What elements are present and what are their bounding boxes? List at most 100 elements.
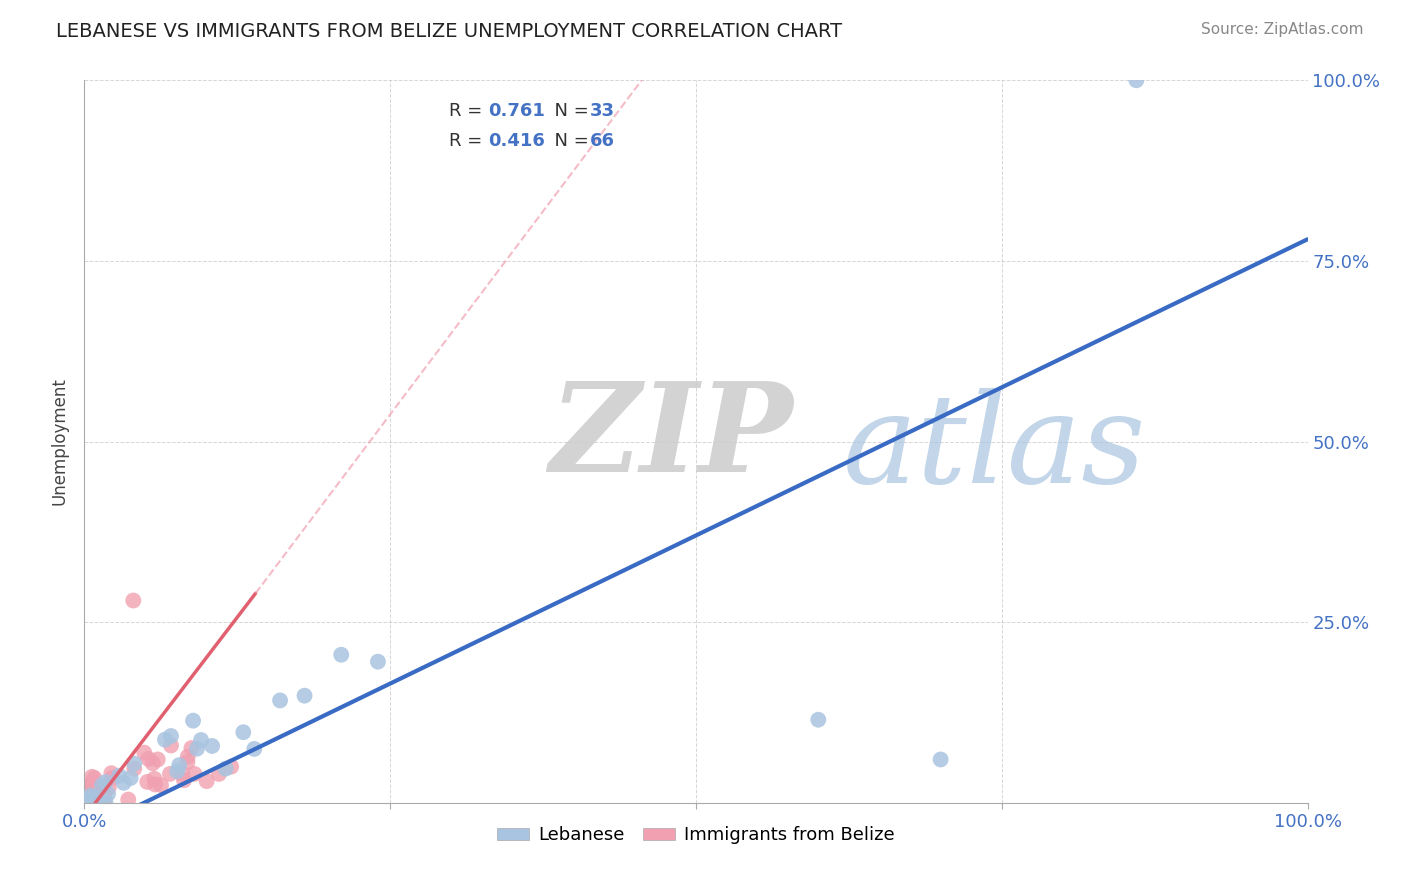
Immigrants from Belize [76, 796, 98, 810]
Immigrants from Belize [87, 788, 110, 802]
Lebanese [929, 752, 952, 766]
Immigrants from Belize [91, 780, 114, 795]
Immigrants from Belize [76, 796, 98, 810]
Text: N =: N = [543, 132, 595, 150]
Lebanese [76, 793, 98, 807]
Immigrants from Belize [183, 767, 205, 781]
Immigrants from Belize [122, 593, 145, 607]
Lebanese [153, 732, 176, 747]
Immigrants from Belize [143, 777, 166, 791]
Legend: Lebanese, Immigrants from Belize: Lebanese, Immigrants from Belize [489, 819, 903, 852]
Lebanese [181, 714, 204, 728]
Lebanese [112, 776, 135, 790]
Lebanese [79, 789, 101, 803]
Text: atlas: atlas [842, 388, 1146, 509]
Lebanese [243, 742, 266, 756]
Immigrants from Belize [73, 781, 96, 796]
Lebanese [294, 689, 316, 703]
Immigrants from Belize [122, 762, 145, 776]
Immigrants from Belize [80, 794, 103, 808]
Lebanese [269, 693, 291, 707]
Text: R =: R = [449, 132, 488, 150]
Lebanese [87, 796, 110, 810]
Immigrants from Belize [94, 792, 117, 806]
Lebanese [160, 729, 183, 743]
Immigrants from Belize [180, 741, 202, 756]
Immigrants from Belize [73, 794, 96, 808]
Immigrants from Belize [75, 796, 97, 810]
Lebanese [166, 764, 188, 779]
Immigrants from Belize [77, 784, 100, 798]
Immigrants from Belize [83, 771, 105, 785]
Immigrants from Belize [195, 774, 218, 789]
Immigrants from Belize [89, 787, 111, 801]
Immigrants from Belize [75, 786, 97, 800]
Immigrants from Belize [80, 776, 103, 790]
Text: N =: N = [543, 103, 595, 120]
Lebanese [201, 739, 224, 753]
Text: 0.761: 0.761 [488, 103, 546, 120]
Immigrants from Belize [160, 739, 183, 753]
Immigrants from Belize [80, 796, 103, 810]
Immigrants from Belize [77, 783, 100, 797]
Lebanese [232, 725, 254, 739]
Immigrants from Belize [219, 760, 242, 774]
Immigrants from Belize [136, 775, 159, 789]
Lebanese [122, 756, 145, 771]
Immigrants from Belize [79, 796, 101, 810]
Immigrants from Belize [86, 793, 108, 807]
Lebanese [75, 796, 97, 810]
Immigrants from Belize [100, 766, 122, 780]
Lebanese [76, 795, 98, 809]
Immigrants from Belize [136, 752, 159, 766]
Text: 0.416: 0.416 [488, 132, 546, 150]
Immigrants from Belize [75, 780, 97, 795]
Text: 33: 33 [589, 103, 614, 120]
Immigrants from Belize [84, 794, 107, 808]
Lebanese [97, 787, 120, 801]
Text: LEBANESE VS IMMIGRANTS FROM BELIZE UNEMPLOYMENT CORRELATION CHART: LEBANESE VS IMMIGRANTS FROM BELIZE UNEMP… [56, 22, 842, 41]
Text: Source: ZipAtlas.com: Source: ZipAtlas.com [1201, 22, 1364, 37]
Text: ZIP: ZIP [550, 377, 793, 499]
Text: R =: R = [449, 103, 488, 120]
Immigrants from Belize [77, 785, 100, 799]
Lebanese [214, 762, 236, 776]
Immigrants from Belize [76, 796, 98, 810]
Immigrants from Belize [143, 772, 166, 786]
Lebanese [108, 769, 131, 783]
Lebanese [186, 741, 208, 756]
Immigrants from Belize [208, 767, 231, 781]
Immigrants from Belize [101, 771, 124, 785]
Immigrants from Belize [177, 749, 200, 764]
Lebanese [94, 775, 117, 789]
Immigrants from Belize [77, 796, 100, 810]
Lebanese [83, 789, 105, 804]
Lebanese [367, 655, 389, 669]
Lebanese [167, 758, 190, 772]
Immigrants from Belize [117, 792, 139, 806]
Immigrants from Belize [79, 789, 101, 803]
Immigrants from Belize [159, 767, 181, 781]
Immigrants from Belize [172, 767, 194, 781]
Immigrants from Belize [73, 796, 96, 810]
Lebanese [330, 648, 353, 662]
Immigrants from Belize [79, 790, 101, 805]
Immigrants from Belize [97, 780, 120, 795]
Immigrants from Belize [76, 783, 98, 797]
Y-axis label: Unemployment: Unemployment [51, 377, 69, 506]
Immigrants from Belize [91, 796, 114, 810]
Immigrants from Belize [77, 796, 100, 810]
Immigrants from Belize [176, 756, 198, 770]
Lebanese [190, 733, 212, 747]
Immigrants from Belize [134, 746, 156, 760]
Immigrants from Belize [79, 792, 101, 806]
Immigrants from Belize [80, 770, 103, 784]
Lebanese [83, 796, 105, 810]
Immigrants from Belize [80, 789, 103, 804]
Lebanese [120, 771, 142, 785]
Immigrants from Belize [83, 787, 105, 801]
Immigrants from Belize [77, 789, 100, 803]
Immigrants from Belize [146, 752, 169, 766]
Immigrants from Belize [75, 793, 97, 807]
Immigrants from Belize [142, 756, 165, 771]
